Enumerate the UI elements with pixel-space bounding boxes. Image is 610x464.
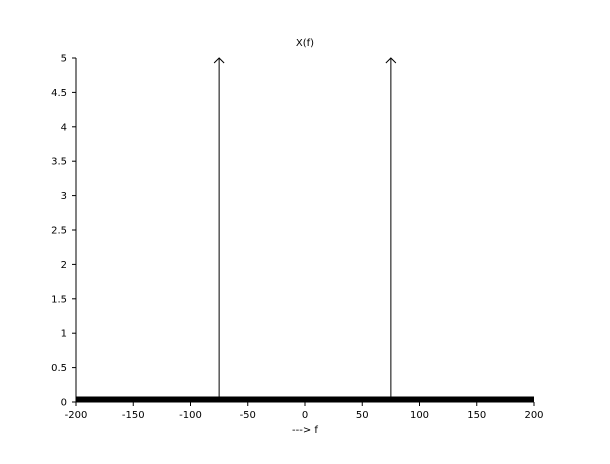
x-tick-label: -50 (240, 410, 256, 421)
y-tick-label: 5 (61, 54, 67, 65)
y-tick-label: 3.5 (51, 157, 67, 168)
y-tick-label: 2.5 (51, 226, 67, 237)
x-tick-label: 150 (467, 410, 486, 421)
x-tick-label: 0 (302, 410, 308, 421)
axes: -200 -150 -100 -50 0 50 100 150 200 0 0.5 1 1.5 2 2.5 3… (51, 54, 543, 422)
chart-title: X(f) (296, 38, 314, 49)
impulse-arrowhead (385, 57, 397, 64)
x-tick-label: -200 (65, 410, 88, 421)
y-tick-label: 3 (61, 191, 67, 202)
x-tick-label: 100 (410, 410, 429, 421)
x-tick-label: 50 (356, 410, 369, 421)
y-tick-label: 0.5 (51, 363, 67, 374)
x-axis-label: ---> f (292, 425, 318, 436)
y-tick-label: 4 (61, 122, 67, 133)
impulse-arrowhead (213, 57, 225, 64)
x-tick-label: 200 (524, 410, 543, 421)
plot-marks (76, 57, 534, 402)
y-tick-label: 4.5 (51, 88, 67, 99)
x-tick-label: -150 (122, 410, 145, 421)
y-tick-label: 0 (61, 398, 67, 409)
x-tick-label: -100 (179, 410, 202, 421)
y-tick-label: 1 (61, 329, 67, 340)
y-tick-label: 2 (61, 260, 67, 271)
y-tick-label: 1.5 (51, 294, 67, 305)
